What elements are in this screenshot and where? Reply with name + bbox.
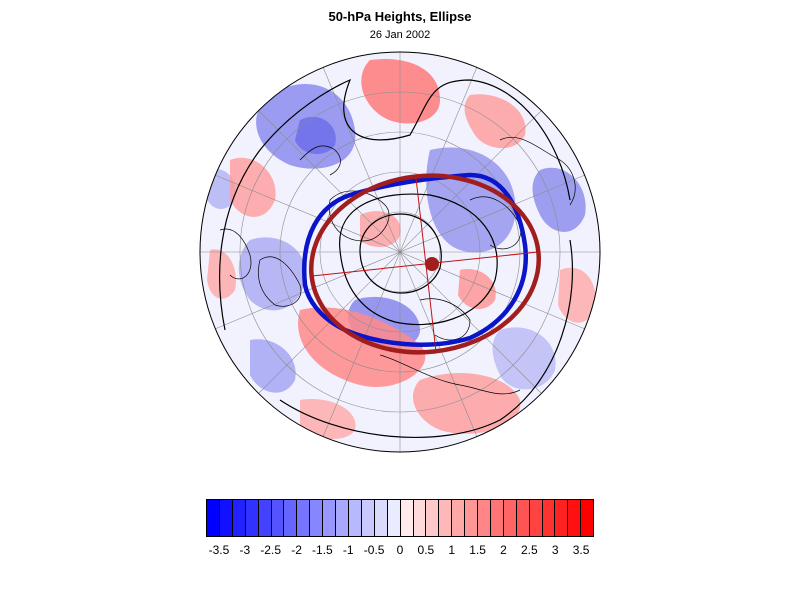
- colorbar-cell: [581, 500, 594, 536]
- colorbar-cell: [361, 500, 375, 536]
- map-title: 50-hPa Heights, Ellipse: [328, 9, 472, 24]
- fitted-ellipse: [309, 173, 541, 355]
- colorbar-tick-label: -0.5: [363, 543, 385, 557]
- colorbar-cell: [426, 500, 440, 536]
- height-contours: [219, 78, 573, 439]
- colorbar-cell: [503, 500, 517, 536]
- colorbar-cell: [323, 500, 337, 536]
- colorbar-cell: [336, 500, 349, 536]
- colorbar-tick-label: 3.5: [572, 543, 590, 557]
- colorbar-tick-label: -2: [291, 543, 302, 557]
- colorbar-cell: [271, 500, 285, 536]
- colorbar-cell: [452, 500, 466, 536]
- colorbar-cell: [232, 500, 246, 536]
- colorbar-cell: [413, 500, 427, 536]
- colorbar-cell: [542, 500, 556, 536]
- colorbar-cell: [374, 500, 388, 536]
- colorbar-cell: [207, 500, 220, 536]
- colorbar-cell: [284, 500, 298, 536]
- colorbar-cell: [297, 500, 311, 536]
- colorbar-cell: [555, 500, 569, 536]
- colorbar-cell: [348, 500, 362, 536]
- colorbar-tick-labels: -3.5 -3 -2.5 -2 -1.5 -1 -0.5 0 0.5 1 1.5 2 2.5 3 3.5: [206, 543, 594, 559]
- colorbar-cell: [478, 500, 491, 536]
- colorbar-cell: [400, 500, 414, 536]
- colorbar-tick-label: -3.5: [208, 543, 230, 557]
- colorbar-tick-label: 2: [500, 543, 507, 557]
- colorbar-cell: [568, 500, 582, 536]
- colorbar-cell: [516, 500, 530, 536]
- colorbar-cell: [490, 500, 504, 536]
- colorbar-tick-label: 0: [396, 543, 404, 557]
- colorbar-cell: [219, 500, 233, 536]
- colorbar-tick-label: 3: [551, 543, 559, 557]
- colorbar-tick-label: 1.5: [469, 543, 486, 557]
- colorbar-cell: [529, 500, 543, 536]
- colorbar-tick-label: 1: [448, 543, 456, 557]
- colorbar-tick-label: -1: [342, 543, 354, 557]
- observed-ellipse: [301, 172, 528, 347]
- colorbar-tick-label: -3: [239, 543, 251, 557]
- colorbar-tick-label: 2.5: [520, 543, 538, 557]
- graticule: [200, 52, 600, 452]
- colorbar-cell: [387, 500, 401, 536]
- globe-outline: [199, 51, 601, 453]
- map-date: 26 Jan 2002: [369, 29, 431, 41]
- colorbar-tick-label: -2.5: [260, 543, 281, 557]
- colorbar-cell: [465, 500, 479, 536]
- colorbar-cell: [439, 500, 453, 536]
- colorbar-cell: [245, 500, 259, 536]
- colorbar-cell: [310, 500, 324, 536]
- centroid-dot-icon: [425, 257, 439, 271]
- colorbar-cell: [258, 500, 272, 536]
- colorbar: [206, 499, 594, 537]
- colorbar-tick-label: 0.5: [417, 543, 435, 557]
- colorbar-tick-label: -1.5: [312, 543, 333, 557]
